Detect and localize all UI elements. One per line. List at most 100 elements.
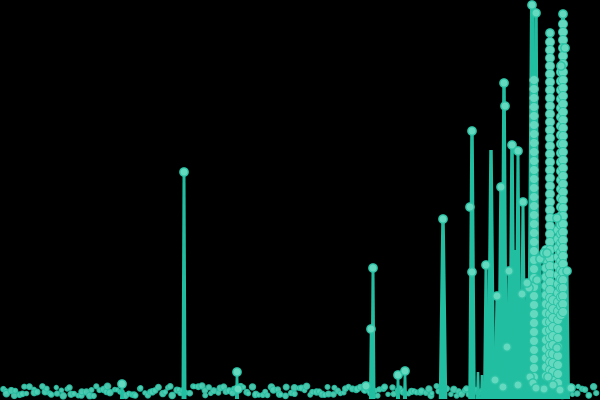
data-point-marker [467, 267, 477, 277]
data-point-marker [465, 202, 475, 212]
peak-apex-marker [542, 248, 552, 258]
stacked-marker [529, 264, 539, 274]
stacked-marker [529, 138, 539, 148]
stacked-marker [529, 237, 539, 247]
stacked-marker [529, 318, 539, 328]
peak-apex-marker [366, 324, 376, 334]
peak-apex-marker [527, 0, 537, 10]
noise-point [425, 385, 433, 393]
noise-point [589, 383, 598, 391]
marker-stacks-layer [529, 19, 568, 388]
data-point-marker [361, 381, 371, 391]
stacked-marker [529, 336, 539, 346]
stacked-marker [553, 369, 563, 379]
stacked-marker [553, 351, 563, 361]
peak-apex-marker [545, 28, 555, 38]
noise-point [389, 384, 396, 391]
data-point-marker [531, 383, 541, 393]
noise-point [93, 383, 100, 390]
noise-point [381, 383, 389, 391]
peak-apex-marker [438, 214, 448, 224]
stacked-marker [529, 156, 539, 166]
noise-point [245, 390, 252, 397]
peak-apex-marker [400, 366, 410, 376]
peak-apex-marker [558, 9, 568, 19]
data-point-marker [233, 384, 243, 394]
noise-point [90, 392, 97, 400]
noise-point [202, 392, 209, 399]
peak-apex-marker [499, 78, 509, 88]
data-point-marker [502, 342, 512, 352]
stacked-marker [529, 201, 539, 211]
noise-point [58, 387, 65, 394]
stacked-marker [529, 363, 539, 373]
noise-point [433, 383, 440, 390]
noise-point [137, 385, 144, 391]
peak-apex-marker [562, 266, 572, 276]
peak-spike [370, 268, 376, 399]
noise-point [573, 390, 581, 397]
peak-spike [181, 172, 187, 399]
stacked-marker [553, 360, 563, 370]
stacked-marker [529, 183, 539, 193]
stacked-marker [529, 93, 539, 103]
data-point-marker [490, 375, 500, 385]
stacked-marker [529, 120, 539, 130]
peak-apex-marker [368, 263, 378, 273]
peak-spike [519, 202, 527, 399]
noise-point [264, 392, 271, 399]
peak-apex-marker [552, 213, 562, 223]
stacked-marker [529, 84, 539, 94]
peak-apex-marker [496, 182, 506, 192]
noise-point [59, 392, 68, 400]
noise-point [154, 383, 162, 391]
stacked-marker [529, 300, 539, 310]
noise-point [43, 385, 50, 392]
stacked-marker [558, 307, 568, 317]
noise-point [168, 391, 176, 400]
stacked-marker [529, 75, 539, 85]
stacked-marker [553, 324, 563, 334]
stacked-marker [529, 129, 539, 139]
peak-spike [402, 371, 408, 399]
peak-apex-marker [504, 266, 514, 276]
stacked-marker [529, 354, 539, 364]
stacked-marker [529, 174, 539, 184]
stacked-marker [529, 102, 539, 112]
data-point-marker [543, 372, 553, 382]
data-point-marker [498, 382, 508, 392]
stacked-marker [529, 210, 539, 220]
peak-spike [486, 150, 496, 399]
noise-point [106, 388, 114, 397]
stacked-marker [529, 246, 539, 256]
data-point-marker [548, 380, 558, 390]
apex-markers-layer [117, 0, 572, 389]
noise-point [48, 391, 55, 398]
noise-point [330, 391, 337, 398]
stacked-marker [553, 333, 563, 343]
stacked-marker [529, 111, 539, 121]
peak-spike [475, 372, 481, 399]
noise-point [585, 391, 593, 399]
noise-point [33, 388, 41, 396]
peak-spike [438, 219, 448, 399]
peak-apex-marker [232, 367, 242, 377]
noise-point [23, 390, 30, 397]
stacked-marker [529, 219, 539, 229]
peak-apex-marker [481, 260, 491, 270]
stacked-marker [529, 309, 539, 319]
extra-markers-layer [233, 43, 576, 395]
peak-apex-marker [492, 291, 502, 301]
noise-point [291, 390, 298, 397]
noise-point [593, 390, 600, 397]
noise-point [374, 392, 381, 399]
noise-point [53, 390, 61, 397]
noise-point [166, 383, 174, 390]
noise-point [248, 383, 257, 391]
peak-apex-marker [518, 197, 528, 207]
noise-point [324, 384, 331, 390]
peak-apex-marker [531, 8, 541, 18]
